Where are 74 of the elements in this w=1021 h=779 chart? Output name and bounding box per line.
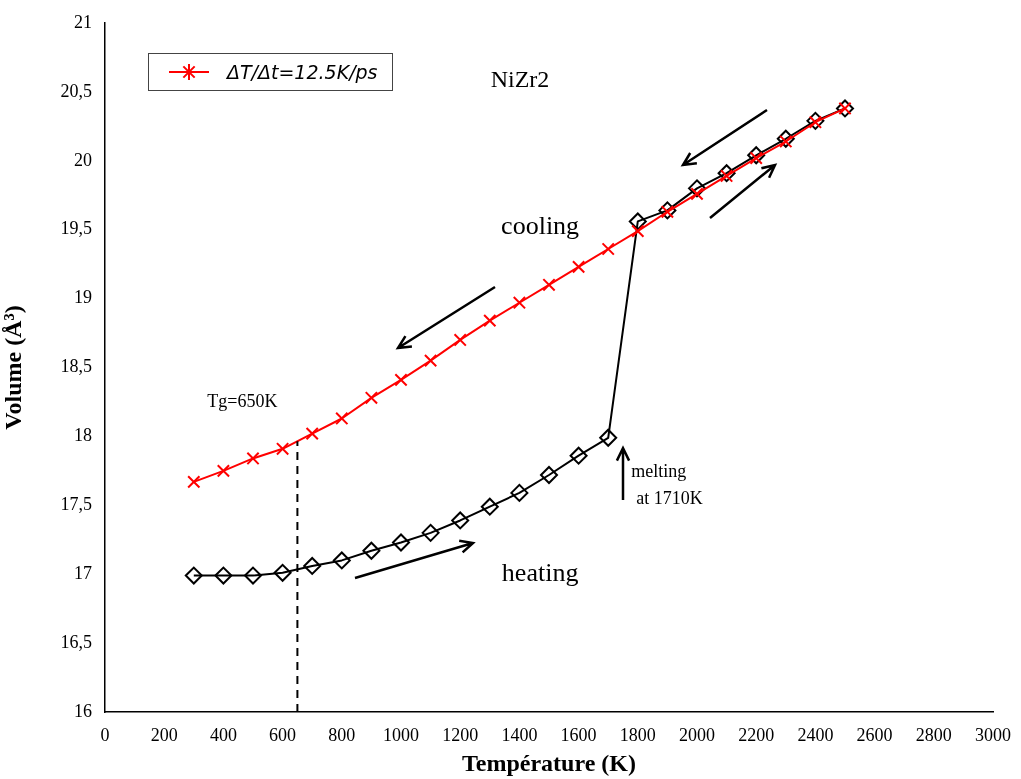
x-axis-title: Température (K) xyxy=(462,749,636,776)
point xyxy=(246,451,260,466)
y-tick-label: 21 xyxy=(74,11,92,32)
x-tick-label: 2600 xyxy=(856,724,893,745)
point xyxy=(540,465,558,484)
point xyxy=(362,541,381,560)
point xyxy=(599,428,618,447)
point xyxy=(453,333,467,347)
y-tick-label: 19,5 xyxy=(60,218,92,239)
point xyxy=(569,446,588,465)
y-tick-label: 20,5 xyxy=(60,80,92,101)
x-tick-label: 2800 xyxy=(915,724,952,745)
point xyxy=(305,426,319,441)
point xyxy=(512,296,527,310)
x-tick-label: 2000 xyxy=(679,724,715,745)
x-tick-label: 1400 xyxy=(501,724,538,745)
point xyxy=(688,179,706,198)
x-tick-label: 2400 xyxy=(797,724,834,745)
y-tick-label: 20 xyxy=(74,149,92,170)
y-tick-label: 19 xyxy=(74,287,92,308)
x-tick-label: 1000 xyxy=(383,724,419,745)
point xyxy=(717,164,736,183)
x-tick-label: 1600 xyxy=(560,724,597,745)
annotation: NiZr2 xyxy=(490,66,550,93)
point xyxy=(273,563,292,582)
point xyxy=(776,129,795,148)
point xyxy=(392,533,410,552)
x-tick-label: 0 xyxy=(100,724,110,745)
point xyxy=(806,111,825,130)
point xyxy=(480,497,499,516)
point xyxy=(275,442,290,456)
x-tick-label: 400 xyxy=(209,724,237,745)
point xyxy=(483,313,497,328)
y-tick-label: 16,5 xyxy=(60,631,92,652)
y-tick-label: 18,5 xyxy=(60,356,92,377)
annotation: heating xyxy=(501,557,579,587)
y-tick-label: 17,5 xyxy=(60,494,92,515)
point xyxy=(451,511,470,530)
y-axis-title: Volume (Å³) xyxy=(0,305,26,430)
point xyxy=(214,566,233,585)
point xyxy=(184,566,203,585)
point xyxy=(601,242,615,256)
x-tick-label: 2200 xyxy=(738,724,775,745)
point xyxy=(423,353,438,368)
point xyxy=(332,551,351,570)
legend-label: ΔT/Δt=12.5K/ps xyxy=(227,61,378,83)
point xyxy=(216,464,231,478)
annotation: Tg=650K xyxy=(207,391,278,412)
point xyxy=(658,201,677,220)
point xyxy=(628,212,647,231)
point xyxy=(631,224,645,238)
x-tick-label: 600 xyxy=(269,724,297,745)
annotation: melting at 1710K xyxy=(631,460,703,508)
x-tick-label: 3000 xyxy=(975,724,1011,745)
point xyxy=(187,475,201,489)
annotation: cooling xyxy=(501,210,580,240)
x-tick-label: 800 xyxy=(328,724,356,745)
point xyxy=(660,205,675,219)
point xyxy=(335,411,349,426)
x-tick-label: 1200 xyxy=(442,724,479,745)
point xyxy=(303,556,322,575)
point xyxy=(747,146,766,165)
y-tick-label: 16 xyxy=(74,700,92,721)
point xyxy=(244,566,262,585)
point xyxy=(394,373,408,387)
point xyxy=(510,483,529,502)
x-tick-label: 200 xyxy=(150,724,178,745)
point xyxy=(542,278,556,292)
point xyxy=(421,523,440,542)
point xyxy=(364,391,379,405)
y-tick-label: 17 xyxy=(74,562,92,583)
point xyxy=(571,260,586,274)
x-tick-label: 1800 xyxy=(619,724,656,745)
y-tick-label: 18 xyxy=(74,425,92,446)
